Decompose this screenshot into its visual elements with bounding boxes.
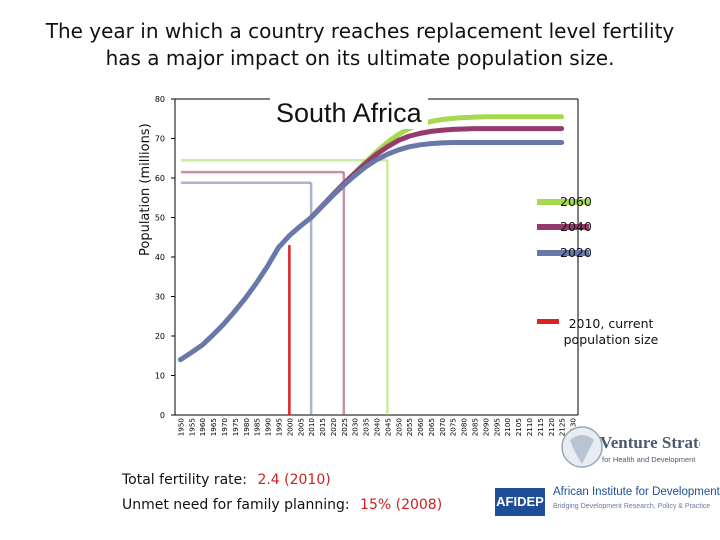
x-tick-label: 2080 xyxy=(460,418,469,437)
x-tick-label: 2035 xyxy=(362,418,371,436)
x-tick-label: 2110 xyxy=(525,418,534,437)
x-tick-label: 2050 xyxy=(394,418,403,437)
x-tick-label: 2100 xyxy=(503,418,512,437)
legend-label-2010: 2010, current population size xyxy=(556,316,666,348)
x-tick-label: 2125 xyxy=(558,418,567,436)
legend-swatch-2010 xyxy=(537,319,559,324)
y-tick-label: 0 xyxy=(160,411,165,420)
tfr-label: Total fertility rate: xyxy=(122,472,247,488)
x-tick-label: 1960 xyxy=(198,418,207,437)
y-tick-label: 70 xyxy=(155,135,165,144)
x-tick-label: 2065 xyxy=(427,418,436,436)
y-tick-label: 30 xyxy=(155,293,165,302)
x-tick-label: 1985 xyxy=(253,418,262,436)
x-tick-label: 2030 xyxy=(351,418,360,437)
unmet-need-stat: Unmet need for family planning: 15% (200… xyxy=(122,497,442,513)
x-tick-label: 2115 xyxy=(536,418,545,436)
legend-swatch-2060 xyxy=(537,199,589,205)
venture-logo-line1: Venture Strategies xyxy=(600,433,700,452)
x-tick-label: 2095 xyxy=(492,418,501,436)
legend-label-2040: 2040 xyxy=(560,219,592,234)
x-tick-label: 2040 xyxy=(373,418,382,437)
tfr-value: 2.4 xyxy=(257,472,280,488)
x-tick-label: 1955 xyxy=(187,418,196,436)
slide-title: The year in which a country reaches repl… xyxy=(20,18,700,72)
y-tick-label: 40 xyxy=(155,253,165,262)
x-tick-label: 2010 xyxy=(307,418,316,437)
x-tick-label: 2105 xyxy=(514,418,523,436)
legend-swatch-2020 xyxy=(537,250,589,256)
x-tick-label: 1950 xyxy=(176,418,185,437)
slide-title-line1: The year in which a country reaches repl… xyxy=(45,19,675,43)
x-tick-label: 2045 xyxy=(383,418,392,436)
x-tick-label: 2090 xyxy=(481,418,490,437)
legend-label-2010-text: 2010, current population size xyxy=(563,316,659,347)
x-tick-label: 1990 xyxy=(264,418,273,437)
x-tick-label: 2020 xyxy=(329,418,338,437)
unmet-label: Unmet need for family planning: xyxy=(122,497,350,513)
venture-logo-line2: for Health and Development xyxy=(602,455,696,464)
x-tick-label: 1965 xyxy=(209,418,218,436)
x-tick-label: 2000 xyxy=(285,418,294,437)
legend-label-2020: 2020 xyxy=(560,245,592,260)
x-tick-label: 1995 xyxy=(274,418,283,436)
historical-line xyxy=(177,215,314,363)
legend-label-2060: 2060 xyxy=(560,194,592,209)
x-tick-label: 1970 xyxy=(220,418,229,437)
tfr-year: (2010) xyxy=(284,472,331,488)
x-tick-label: 2120 xyxy=(547,418,556,437)
afidep-logo: AFIDEP African Institute for Development… xyxy=(495,486,720,520)
x-tick-label: 2055 xyxy=(405,418,414,436)
series-line-2020 xyxy=(308,139,565,220)
y-tick-label: 20 xyxy=(155,332,165,341)
y-tick-label: 60 xyxy=(155,174,165,183)
x-tick-label: 2085 xyxy=(471,418,480,436)
legend-swatch-2040 xyxy=(537,224,589,230)
chart-title: South Africa xyxy=(270,98,428,129)
y-tick-label: 80 xyxy=(155,95,165,104)
unmet-year: (2008) xyxy=(395,497,443,513)
unmet-value: 15% xyxy=(360,497,392,513)
x-tick-label: 2015 xyxy=(318,418,327,436)
x-tick-label: 2130 xyxy=(569,418,578,437)
x-tick-label: 2005 xyxy=(296,418,305,436)
slide-title-line2: has a major impact on its ultimate popul… xyxy=(105,46,615,70)
x-tick-label: 2070 xyxy=(438,418,447,437)
y-tick-label: 50 xyxy=(155,214,165,223)
x-tick-label: 1980 xyxy=(242,418,251,437)
x-tick-label: 2075 xyxy=(449,418,458,436)
x-tick-label: 2025 xyxy=(340,418,349,436)
afidep-abbr: AFIDEP xyxy=(495,488,545,516)
y-tick-label: 10 xyxy=(155,372,165,381)
x-tick-label: 2060 xyxy=(416,418,425,437)
x-tick-label: 1975 xyxy=(231,418,240,436)
tfr-stat: Total fertility rate: 2.4 (2010) xyxy=(122,472,331,488)
venture-strategies-logo: Venture Strategies for Health and Develo… xyxy=(561,426,700,468)
afidep-tagline: Bridging Development Research, Policy & … xyxy=(553,503,711,510)
y-axis-label: Population (millions) xyxy=(138,123,153,256)
afidep-name: African Institute for Development Policy xyxy=(553,486,720,498)
